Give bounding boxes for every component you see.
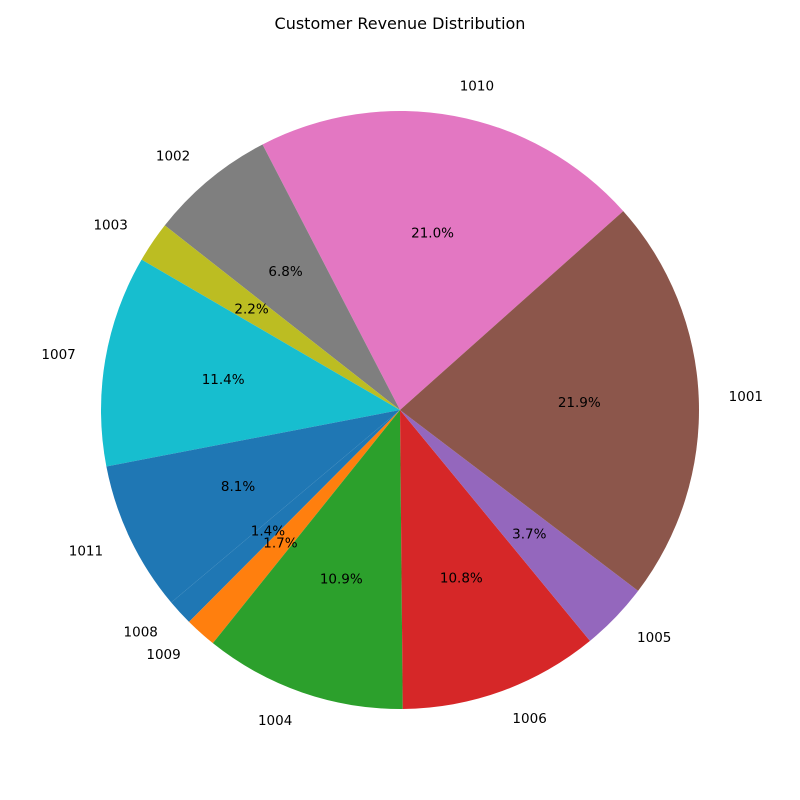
pie-slice-1007 bbox=[100, 259, 400, 467]
slice-percent-1010: 21.0% bbox=[411, 226, 454, 242]
slice-percent-1006: 10.8% bbox=[440, 571, 483, 587]
slice-percent-1005: 3.7% bbox=[512, 526, 546, 542]
slice-percent-1011: 8.1% bbox=[221, 479, 255, 495]
pie-slice-1002 bbox=[164, 144, 400, 410]
slice-percent-1004: 10.9% bbox=[320, 572, 363, 588]
pie-slice-1010 bbox=[262, 111, 624, 411]
chart-title: Customer Revenue Distribution bbox=[275, 14, 526, 33]
pie-slice-1008 bbox=[171, 410, 400, 622]
slice-percent-1007: 11.4% bbox=[202, 372, 245, 388]
slice-percent-1002: 6.8% bbox=[268, 264, 302, 280]
slice-label-1010: 1010 bbox=[460, 79, 494, 95]
slice-percent-1003: 2.2% bbox=[234, 301, 268, 317]
slice-percent-1009: 1.7% bbox=[263, 536, 297, 552]
pie-slices bbox=[100, 111, 699, 709]
slice-label-1008: 1008 bbox=[124, 625, 158, 641]
slice-label-1002: 1002 bbox=[156, 149, 190, 165]
slice-percent-1008: 1.4% bbox=[251, 523, 285, 539]
slice-label-1001: 1001 bbox=[729, 389, 763, 405]
pie-slice-1009 bbox=[189, 410, 400, 644]
pie-slice-1004 bbox=[212, 410, 403, 709]
slice-label-1011: 1011 bbox=[69, 544, 103, 560]
pie-slice-1003 bbox=[141, 225, 400, 410]
slice-label-1004: 1004 bbox=[258, 713, 292, 729]
pie-slice-1006 bbox=[400, 410, 590, 709]
slice-label-1005: 1005 bbox=[637, 630, 671, 646]
slice-percent-1001: 21.9% bbox=[558, 395, 601, 411]
slice-label-1009: 1009 bbox=[146, 647, 180, 663]
pie-slice-1005 bbox=[400, 410, 639, 641]
slice-label-1003: 1003 bbox=[93, 217, 127, 233]
slice-label-1006: 1006 bbox=[512, 711, 546, 727]
slice-label-1007: 1007 bbox=[41, 347, 75, 363]
pie-slice-1011 bbox=[106, 410, 401, 603]
pie-labels: 1010 21.0% 1002 6.8% 1003 2.2% 1007 11.4% 1011 8.… bbox=[41, 79, 763, 729]
pie-slice-1001 bbox=[400, 211, 699, 591]
